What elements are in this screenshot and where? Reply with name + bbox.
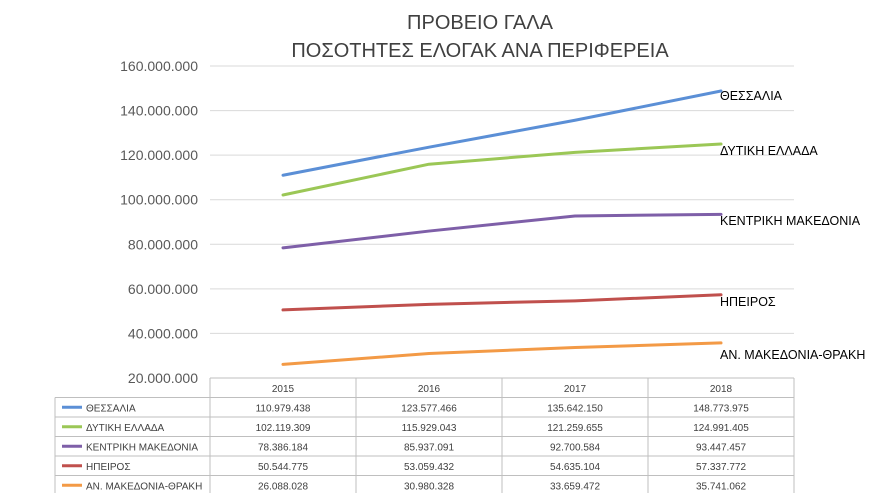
series-line	[281, 293, 723, 312]
y-tick-label: 80.000.000	[128, 236, 198, 252]
y-tick-label: 100.000.000	[120, 192, 198, 208]
data-table: 2015 2016 2017 2018 ΘΕΣΣΑΛΙΑ 110.979.438 123.5…	[54, 377, 795, 493]
series-line	[281, 212, 723, 250]
data-label: 85.937.091	[404, 442, 454, 453]
y-tick-label: 20.000.000	[128, 370, 198, 386]
data-label: 124.991.405	[693, 423, 749, 434]
data-label: 78.386.184	[258, 442, 308, 453]
series-end-label: ΚΕΝΤΡΙΚΗ ΜΑΚΕΔΟΝΙΑ	[720, 214, 861, 228]
series-end-label: ΑΝ. ΜΑΚΕΔΟΝΙΑ-ΘΡΑΚΗ	[720, 348, 865, 362]
series-line	[281, 142, 723, 197]
data-label: 121.259.655	[547, 423, 603, 434]
gridlines	[210, 65, 794, 334]
x-category-label: 2015	[272, 384, 295, 395]
y-tick-label: 160.000.000	[120, 58, 198, 74]
x-category-label: 2017	[564, 384, 587, 395]
data-label: 110.979.438	[256, 403, 311, 414]
data-label: 53.059.432	[404, 462, 454, 473]
data-label: 123.577.466	[401, 403, 457, 414]
legend-entry: ΗΠΕΙΡΟΣ	[86, 462, 131, 473]
data-label: 35.741.062	[696, 481, 746, 492]
data-label: 102.119.309	[256, 423, 311, 434]
data-label: 57.337.772	[696, 462, 746, 473]
data-label: 26.088.028	[258, 481, 308, 492]
legend-entry: ΔΥΤΙΚΗ ΕΛΛΑΔΑ	[86, 423, 165, 434]
series-lines	[281, 89, 723, 366]
data-label: 135.642.150	[547, 403, 603, 414]
y-tick-label: 40.000.000	[128, 325, 198, 341]
data-label: 92.700.584	[550, 442, 600, 453]
x-category-label: 2016	[418, 384, 441, 395]
series-line	[281, 89, 723, 177]
series-end-labels: ΘΕΣΣΑΛΙΑ ΔΥΤΙΚΗ ΕΛΛΑΔΑ ΚΕΝΤΡΙΚΗ ΜΑΚΕΔΟΝΙΑ Η…	[720, 89, 865, 362]
legend-entry: ΑΝ. ΜΑΚΕΔΟΝΙΑ-ΘΡΑΚΗ	[86, 481, 202, 492]
data-label: 148.773.975	[693, 403, 749, 414]
y-axis: 20.000.000 40.000.000 60.000.000 80.000.000…	[120, 58, 198, 386]
data-label: 54.635.104	[550, 462, 600, 473]
series-line	[281, 341, 723, 366]
series-end-label: ΘΕΣΣΑΛΙΑ	[720, 89, 783, 103]
x-category-label: 2018	[710, 384, 733, 395]
chart-title: ΠΡΟΒΕΙΟ ΓΑΛΑ	[407, 12, 553, 34]
y-tick-label: 140.000.000	[120, 103, 198, 119]
legend-entry: ΘΕΣΣΑΛΙΑ	[86, 403, 136, 414]
series-end-label: ΔΥΤΙΚΗ ΕΛΛΑΔΑ	[720, 144, 818, 158]
y-tick-label: 60.000.000	[128, 281, 198, 297]
data-label: 30.980.328	[404, 481, 454, 492]
y-tick-label: 120.000.000	[120, 147, 198, 163]
data-label: 115.929.043	[402, 423, 457, 434]
series-end-label: ΗΠΕΙΡΟΣ	[720, 295, 776, 309]
data-label: 50.544.775	[258, 462, 308, 473]
legend-entry: ΚΕΝΤΡΙΚΗ ΜΑΚΕΔΟΝΙΑ	[86, 442, 198, 453]
data-label: 33.659.472	[550, 481, 600, 492]
chart-subtitle: ΠΟΣΟΤΗΤΕΣ ΕΛΟΓΑΚ ΑΝΑ ΠΕΡΙΦΕΡΕΙΑ	[291, 40, 669, 62]
data-label: 93.447.457	[696, 442, 746, 453]
